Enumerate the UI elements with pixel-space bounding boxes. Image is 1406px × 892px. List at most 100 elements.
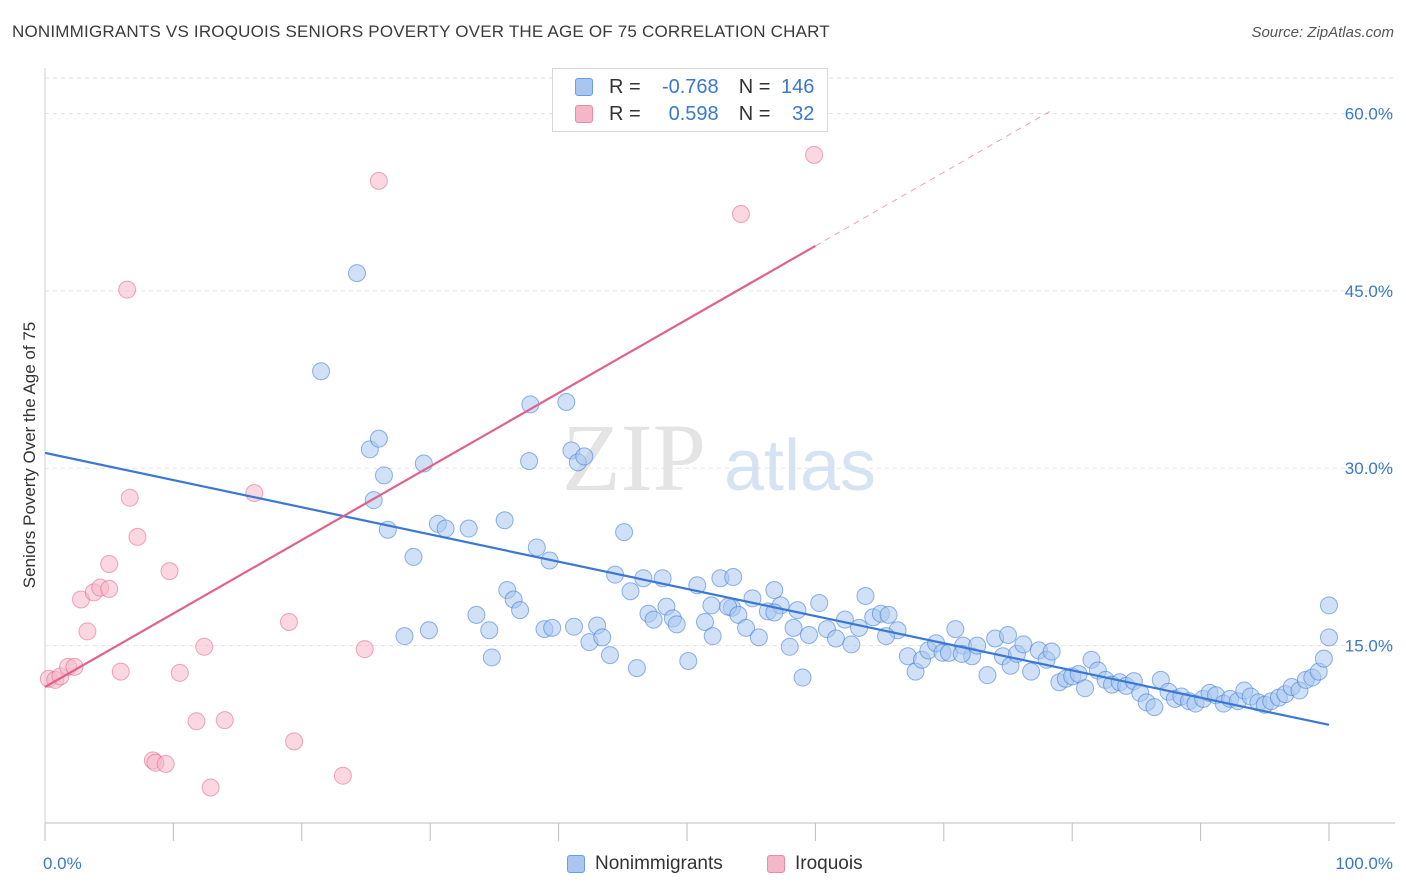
point-nonimmigrants: [695, 612, 714, 631]
point-nonimmigrants: [1042, 642, 1061, 661]
watermark: ZIP atlas: [562, 404, 876, 511]
point-iroquois: [805, 145, 824, 164]
trend-line-iroquois: [44, 244, 816, 688]
point-iroquois: [111, 662, 130, 681]
legend-n-value-iroquois: 32: [792, 102, 815, 125]
legend-swatch-iroquois: [575, 105, 593, 123]
point-nonimmigrants: [459, 519, 478, 538]
legend-row-iroquois: R = 0.598 N = 32: [575, 102, 814, 126]
legend-n-value-nonimmigrants: 146: [781, 75, 815, 98]
grid-lines: [45, 77, 1395, 647]
point-nonimmigrants: [1314, 649, 1333, 668]
point-nonimmigrants: [557, 393, 576, 412]
point-nonimmigrants: [1014, 635, 1033, 654]
legend-r-label: R =: [609, 75, 641, 98]
point-iroquois: [100, 579, 119, 598]
point-nonimmigrants: [793, 668, 812, 687]
y-axis-label: Seniors Poverty Over the Age of 75: [20, 322, 39, 588]
point-iroquois: [120, 488, 139, 507]
point-iroquois: [355, 640, 374, 659]
point-iroquois: [279, 612, 298, 631]
point-nonimmigrants: [703, 627, 722, 646]
point-nonimmigrants: [348, 264, 367, 283]
legend-r-label: R =: [609, 102, 641, 125]
point-nonimmigrants: [850, 618, 869, 637]
point-nonimmigrants: [826, 629, 845, 648]
point-nonimmigrants: [436, 519, 455, 538]
axes: [44, 68, 1395, 841]
point-nonimmigrants: [511, 601, 530, 620]
point-iroquois: [65, 657, 84, 676]
point-nonimmigrants: [520, 452, 539, 471]
point-iroquois: [170, 663, 189, 682]
point-iroquois: [118, 280, 137, 299]
point-nonimmigrants: [395, 627, 414, 646]
point-nonimmigrants: [765, 581, 784, 600]
x-tick-label: 0.0%: [43, 854, 82, 873]
point-nonimmigrants: [527, 538, 546, 557]
legend-row-nonimmigrants: R = -0.768 N = 146: [575, 75, 814, 99]
point-nonimmigrants: [799, 625, 818, 644]
point-nonimmigrants: [495, 511, 514, 530]
point-nonimmigrants: [593, 628, 612, 647]
bottom-legend-label-iroquois: Iroquois: [795, 853, 863, 874]
point-nonimmigrants: [679, 651, 698, 670]
trend-lines: [44, 110, 1330, 726]
point-iroquois: [333, 766, 352, 785]
point-iroquois: [78, 622, 97, 641]
trend-line-nonimmigrants: [44, 451, 1330, 726]
point-nonimmigrants: [480, 621, 499, 640]
series-nonimmigrants-points: [312, 264, 1338, 717]
point-nonimmigrants: [952, 644, 971, 663]
point-nonimmigrants: [565, 617, 584, 636]
point-iroquois: [201, 778, 220, 797]
bottom-legend-swatch-iroquois: [767, 855, 785, 873]
legend-n-label: N =: [738, 75, 771, 98]
trend-extension-iroquois: [815, 110, 1051, 247]
point-nonimmigrants: [600, 646, 619, 665]
point-iroquois: [215, 711, 234, 730]
legend-swatch-nonimmigrants: [575, 78, 593, 96]
series-iroquois-points: [39, 145, 824, 797]
watermark-atlas: atlas: [724, 426, 876, 506]
point-nonimmigrants: [404, 547, 423, 566]
point-nonimmigrants: [467, 605, 486, 624]
y-tick-label: 60.0%: [1345, 104, 1393, 123]
point-nonimmigrants: [784, 618, 803, 637]
point-nonimmigrants: [627, 659, 646, 678]
point-nonimmigrants: [374, 466, 393, 485]
source-label: Source: ZipAtlas.com: [1251, 24, 1394, 41]
point-nonimmigrants: [419, 621, 438, 640]
bottom-legend-label-nonimmigrants: Nonimmigrants: [595, 853, 723, 874]
point-iroquois: [128, 527, 147, 546]
point-nonimmigrants: [737, 618, 756, 637]
point-iroquois: [195, 637, 214, 656]
point-nonimmigrants: [1022, 662, 1041, 681]
point-nonimmigrants: [702, 596, 721, 615]
point-nonimmigrants: [749, 628, 768, 647]
point-nonimmigrants: [842, 635, 861, 654]
legend-r-value-iroquois: 0.598: [668, 102, 719, 125]
point-nonimmigrants: [667, 615, 686, 634]
point-iroquois: [731, 204, 750, 223]
bottom-legend-iroquois: Iroquois: [767, 852, 863, 876]
point-nonimmigrants: [575, 447, 594, 466]
chart-title: NONIMMIGRANTS VS IROQUOIS SENIORS POVERT…: [12, 22, 830, 41]
bottom-legend-nonimmigrants: Nonimmigrants: [567, 852, 723, 876]
legend-n-label: N =: [738, 102, 771, 125]
point-nonimmigrants: [312, 362, 331, 381]
point-nonimmigrants: [1145, 698, 1164, 717]
point-nonimmigrants: [482, 648, 501, 667]
point-nonimmigrants: [856, 586, 875, 605]
bottom-legend-swatch-nonimmigrants: [567, 855, 585, 873]
point-nonimmigrants: [1320, 596, 1338, 615]
legend-r-value-nonimmigrants: -0.768: [661, 75, 719, 98]
point-iroquois: [160, 562, 179, 581]
point-nonimmigrants: [644, 610, 663, 629]
y-tick-label: 15.0%: [1345, 637, 1393, 656]
y-tick-label: 30.0%: [1345, 459, 1393, 478]
point-nonimmigrants: [810, 594, 829, 613]
point-iroquois: [369, 171, 388, 190]
point-nonimmigrants: [1076, 679, 1095, 698]
legend: R = -0.768 N = 146 R = 0.598 N = 32: [552, 68, 828, 132]
